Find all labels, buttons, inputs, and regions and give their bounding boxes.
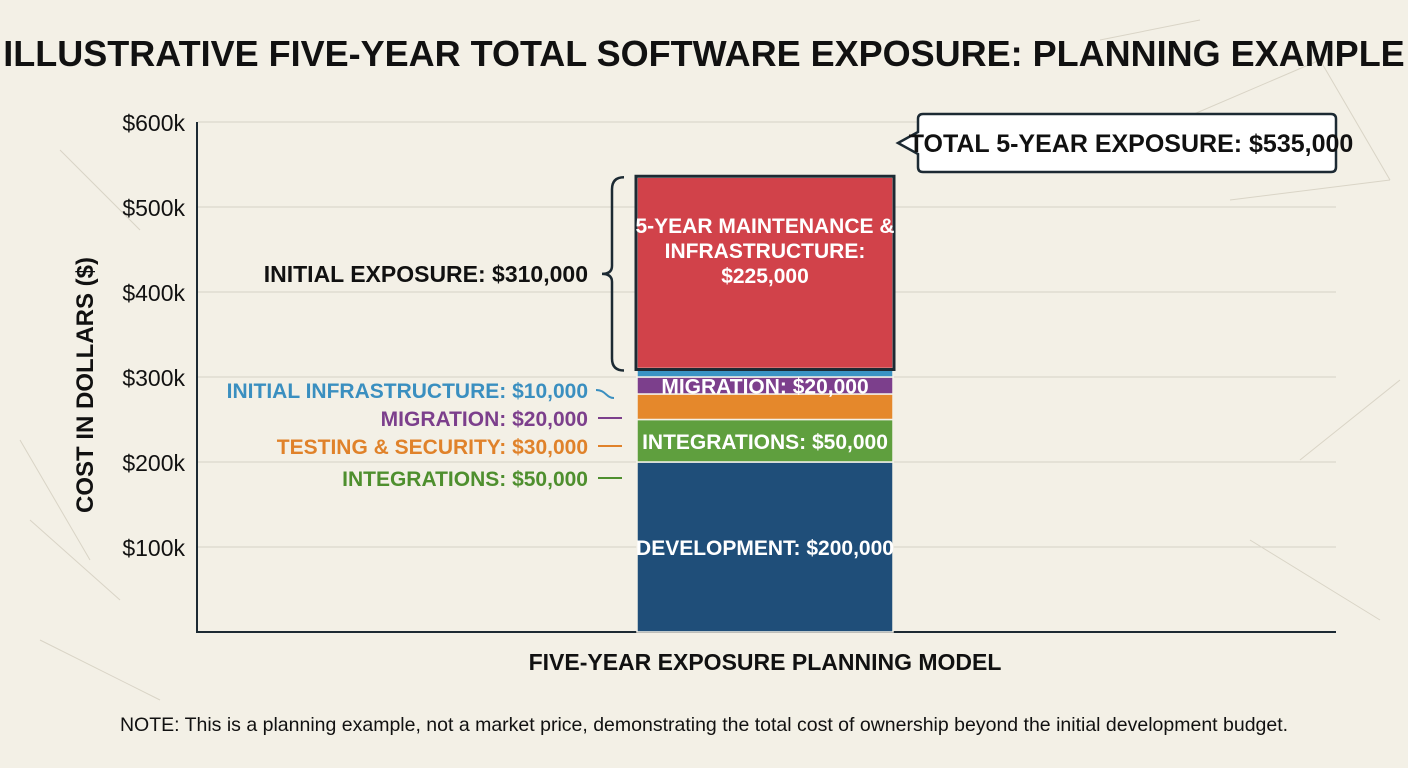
- bar-segment-label: $225,000: [721, 265, 809, 288]
- texture-line: [59, 149, 141, 231]
- bar-segment-label: INTEGRATIONS: $50,000: [642, 431, 888, 454]
- bar-segment-label: MIGRATION: $20,000: [661, 376, 868, 399]
- bar-segment-labels: DEVELOPMENT: $200,000 INTEGRATIONS: $50,0…: [635, 215, 894, 560]
- y-tick-label: $300k: [122, 365, 185, 391]
- texture-line: [39, 639, 161, 701]
- y-tick-labels: $100k $200k $300k $400k $500k $600k: [122, 110, 185, 561]
- side-label: MIGRATION: $20,000: [381, 408, 588, 431]
- callout-text: TOTAL 5-YEAR EXPOSURE: $535,000: [909, 130, 1354, 158]
- initial-exposure-bracket: INITIAL EXPOSURE: $310,000: [264, 176, 625, 372]
- bar-segment-label: INFRASTRUCTURE:: [665, 240, 866, 263]
- callout-box: [895, 112, 1338, 174]
- side-label: INTEGRATIONS: $50,000: [342, 468, 588, 491]
- y-axis-label: COST IN DOLLARS ($): [72, 257, 99, 513]
- side-label-connector: [595, 389, 615, 399]
- initial-exposure-label: INITIAL EXPOSURE: $310,000: [264, 261, 588, 287]
- texture-line: [1099, 19, 1201, 41]
- x-axis-label: FIVE-YEAR EXPOSURE PLANNING MODEL: [529, 649, 1002, 675]
- texture-line: [1249, 539, 1381, 621]
- texture-line: [1229, 179, 1391, 201]
- texture-line: [19, 439, 91, 561]
- maintenance-outline: [634, 174, 896, 371]
- bracket-line: [601, 176, 625, 372]
- y-tick-label: $400k: [122, 280, 185, 306]
- side-label: TESTING & SECURITY: $30,000: [277, 436, 588, 459]
- background-texture: [19, 19, 1401, 701]
- y-tick-label: $200k: [122, 450, 185, 476]
- texture-line: [1319, 59, 1391, 181]
- y-tick-label: $100k: [122, 535, 185, 561]
- side-label: INITIAL INFRASTRUCTURE: $10,000: [227, 380, 588, 403]
- texture-line: [1179, 59, 1321, 121]
- total-exposure-callout: TOTAL 5-YEAR EXPOSURE: $535,000: [895, 112, 1354, 174]
- y-tick-label: $600k: [122, 110, 185, 136]
- bar-segment-label: 5-YEAR MAINTENANCE &: [635, 215, 894, 238]
- footnote: NOTE: This is a planning example, not a …: [120, 714, 1288, 736]
- bar-segments: [634, 174, 896, 633]
- side-labels: INTEGRATIONS: $50,000 TESTING & SECURITY:…: [227, 380, 622, 491]
- texture-line: [1299, 379, 1401, 461]
- chart-title: ILLUSTRATIVE FIVE-YEAR TOTAL SOFTWARE EX…: [3, 33, 1404, 74]
- bar-segment-label: DEVELOPMENT: $200,000: [636, 537, 894, 560]
- texture-line: [29, 519, 121, 601]
- y-tick-label: $500k: [122, 195, 185, 221]
